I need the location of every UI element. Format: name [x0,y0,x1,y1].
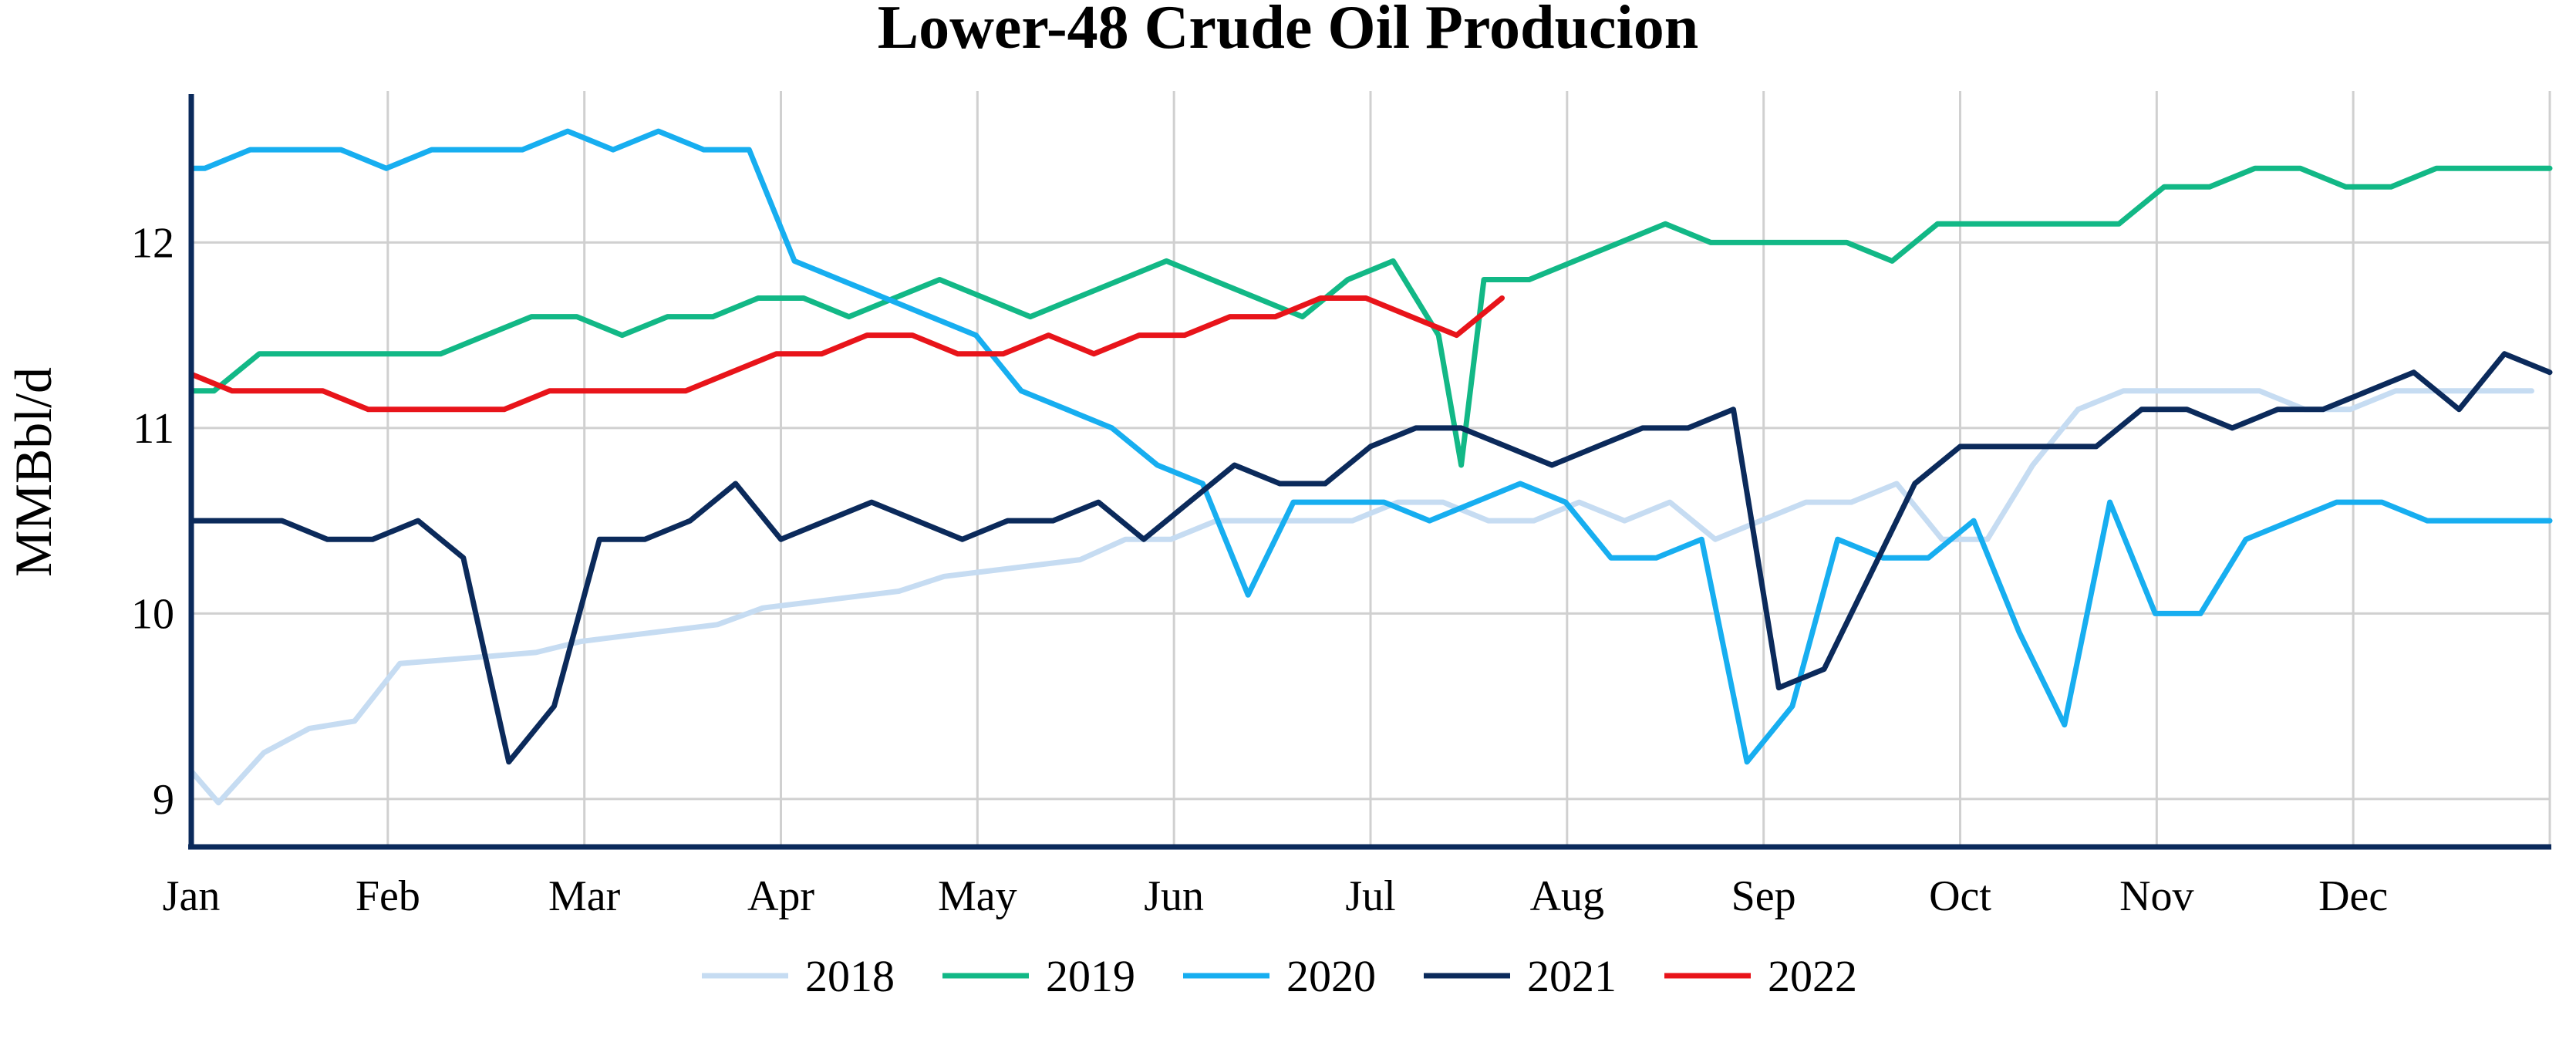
legend-label: 2019 [1046,951,1135,1001]
series-line-2021 [188,351,2553,765]
x-tick-label: Aug [1530,872,1604,920]
x-tick-label: Jan [163,872,221,920]
legend-item-2020: 2020 [1183,951,1376,1001]
x-tick-label: May [938,872,1017,920]
legend: 2018 2019 2020 2021 2022 [702,951,1857,1001]
x-tick-label: Apr [747,872,814,920]
chart-title: Lower-48 Crude Oil Producion [878,0,1698,62]
y-tick-label: 9 [153,776,174,824]
x-tick-label: Oct [1929,872,1991,920]
series-line-2018 [188,388,2534,806]
y-tick-label: 12 [131,219,174,267]
x-tick-label: Dec [2318,872,2388,920]
y-tick-label: 11 [133,405,174,453]
x-tick-label: Jul [1345,872,1395,920]
series-lines [188,128,2553,806]
legend-label: 2021 [1527,951,1617,1001]
series-line-2020 [188,128,2553,765]
x-tick-label: Feb [356,872,420,920]
legend-label: 2020 [1286,951,1376,1001]
grid-lines [191,91,2551,845]
legend-item-2021: 2021 [1424,951,1617,1001]
axes [188,94,2551,850]
legend-label: 2022 [1768,951,1857,1001]
y-axis-label: MMBbl/d [4,367,62,577]
y-tick-labels: 9 10 11 12 [131,219,174,823]
x-tick-label: Jun [1144,872,1204,920]
x-tick-labels: Jan Feb Mar Apr May Jun Jul Aug Sep Oct Nov Dec [163,872,2389,920]
legend-label: 2018 [805,951,895,1001]
legend-item-2018: 2018 [702,951,895,1001]
y-tick-label: 10 [131,590,174,638]
series-line-2019 [188,165,2553,468]
x-tick-label: Sep [1731,872,1796,920]
legend-item-2019: 2019 [942,951,1135,1001]
x-tick-label: Nov [2119,872,2193,920]
x-tick-label: Mar [548,872,621,920]
legend-item-2022: 2022 [1664,951,1857,1001]
series-line-2022 [188,295,1505,413]
